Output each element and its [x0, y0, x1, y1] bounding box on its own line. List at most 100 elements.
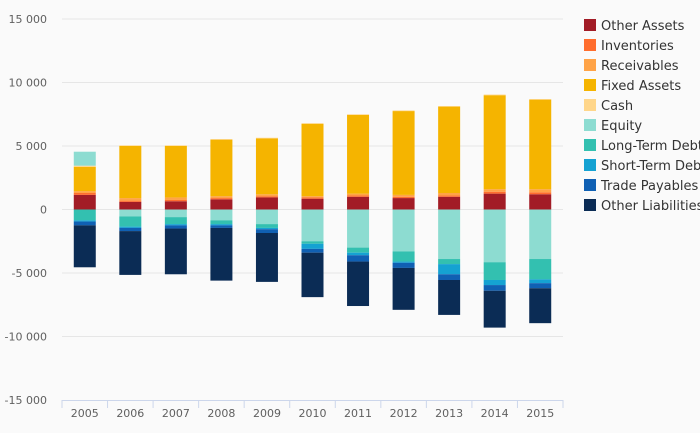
legend-item[interactable]: Equity: [584, 119, 642, 134]
bar-segment: [119, 198, 142, 201]
bar-segment: [483, 262, 506, 280]
bar-segment: [483, 209, 506, 263]
bar-segment: [73, 192, 96, 195]
bar-segment: [164, 199, 187, 202]
legend-item[interactable]: Cash: [584, 99, 633, 114]
bar-segment: [301, 123, 324, 197]
bars: [73, 94, 552, 328]
bar-segment: [210, 225, 233, 228]
bar-segment: [119, 145, 142, 146]
bar-segment: [483, 290, 506, 328]
legend-swatch: [584, 39, 596, 51]
bar-segment: [119, 146, 142, 199]
legend-swatch: [584, 19, 596, 31]
bar-segment: [73, 151, 96, 166]
legend-label: Short-Term Debt: [601, 159, 700, 174]
y-axis-tick-labels: 15 000 10 000 5 000 0 -5 000 -10 000 -15 000: [5, 13, 47, 407]
bar-segment: [483, 279, 506, 286]
bar-segment: [301, 248, 324, 253]
x-tick-label: 2014: [481, 407, 509, 420]
bar-segment: [73, 165, 96, 167]
bar-segment: [73, 166, 96, 192]
bar-segment: [210, 224, 233, 226]
legend: Other Assets Inventories Receivables Fixed …: [584, 19, 700, 214]
legend-item[interactable]: Inventories: [584, 39, 674, 54]
bar-segment: [392, 267, 415, 310]
legend-label: Trade Payables: [600, 179, 698, 194]
y-tick-label: 5 000: [16, 140, 48, 153]
bar-segment: [119, 216, 142, 227]
legend-item[interactable]: Short-Term Debt: [584, 159, 700, 174]
bar-segment: [347, 114, 370, 115]
bar-segment: [210, 139, 233, 197]
bar-segment: [347, 247, 370, 253]
bar-segment: [483, 95, 506, 190]
bar-segment: [164, 228, 187, 275]
bar-segment: [210, 198, 233, 200]
legend-swatch: [584, 99, 596, 111]
x-tick-label: 2008: [207, 407, 235, 420]
bar-segment: [438, 274, 461, 280]
bar-segment: [255, 229, 278, 233]
bar-segment: [301, 198, 324, 210]
bar-segment: [347, 193, 370, 196]
bar-segment: [392, 111, 415, 195]
bar-segment: [438, 279, 461, 315]
legend-item[interactable]: Fixed Assets: [584, 79, 681, 94]
bar-segment: [255, 197, 278, 210]
x-tick-label: 2010: [299, 407, 327, 420]
legend-label: Receivables: [601, 59, 679, 74]
bar-segment: [438, 105, 461, 107]
bar-segment: [347, 261, 370, 307]
bar-segment: [210, 199, 233, 210]
legend-swatch: [584, 119, 596, 131]
legend-swatch: [584, 139, 596, 151]
bar-segment: [164, 145, 187, 146]
bar-segment: [255, 194, 278, 197]
bar-segment: [347, 255, 370, 262]
bar-segment: [255, 209, 278, 225]
bar-segment: [438, 106, 461, 193]
bar-segment: [301, 241, 324, 244]
bar-segment: [483, 285, 506, 291]
legend-item[interactable]: Long-Term Debt: [584, 139, 700, 154]
legend-item[interactable]: Trade Payables: [584, 179, 698, 194]
bar-segment: [301, 252, 324, 298]
x-tick-label: 2012: [390, 407, 418, 420]
bar-segment: [392, 198, 415, 210]
bar-segment: [210, 139, 233, 140]
legend-item[interactable]: Other Assets: [584, 19, 685, 34]
bar-segment: [392, 194, 415, 197]
legend-label: Other Liabilities: [601, 199, 700, 214]
bar-segment: [438, 196, 461, 210]
bar-segment: [164, 224, 187, 226]
bar-segment: [119, 201, 142, 210]
bar-segment: [210, 209, 233, 221]
legend-item[interactable]: Receivables: [584, 59, 679, 74]
legend-label: Equity: [601, 119, 642, 134]
y-tick-label: 0: [40, 204, 47, 217]
y-tick-label: -10 000: [5, 331, 47, 344]
bar-segment: [255, 232, 278, 282]
bar-segment: [73, 221, 96, 226]
bar-segment: [483, 94, 506, 96]
legend-item[interactable]: Other Liabilities: [584, 199, 700, 214]
x-tick-label: 2011: [344, 407, 372, 420]
bar-segment: [347, 195, 370, 197]
y-tick-label: 15 000: [9, 13, 48, 26]
bar-segment: [438, 192, 461, 196]
bar-segment: [392, 110, 415, 112]
bar-segment: [483, 193, 506, 210]
bar-segment: [301, 197, 324, 199]
x-axis: 2005 2006 2007 2008 2009 2010 2011 2012 2013 2014…: [61, 400, 564, 420]
bar-segment: [210, 196, 233, 199]
y-tick-label: 10 000: [9, 77, 48, 90]
bar-segment: [529, 283, 552, 289]
x-tick-label: 2005: [71, 407, 99, 420]
bar-segment: [529, 99, 552, 190]
bar-segment: [73, 194, 96, 210]
bar-segment: [392, 262, 415, 268]
bar-segment: [210, 227, 233, 281]
bar-segment: [119, 226, 142, 228]
